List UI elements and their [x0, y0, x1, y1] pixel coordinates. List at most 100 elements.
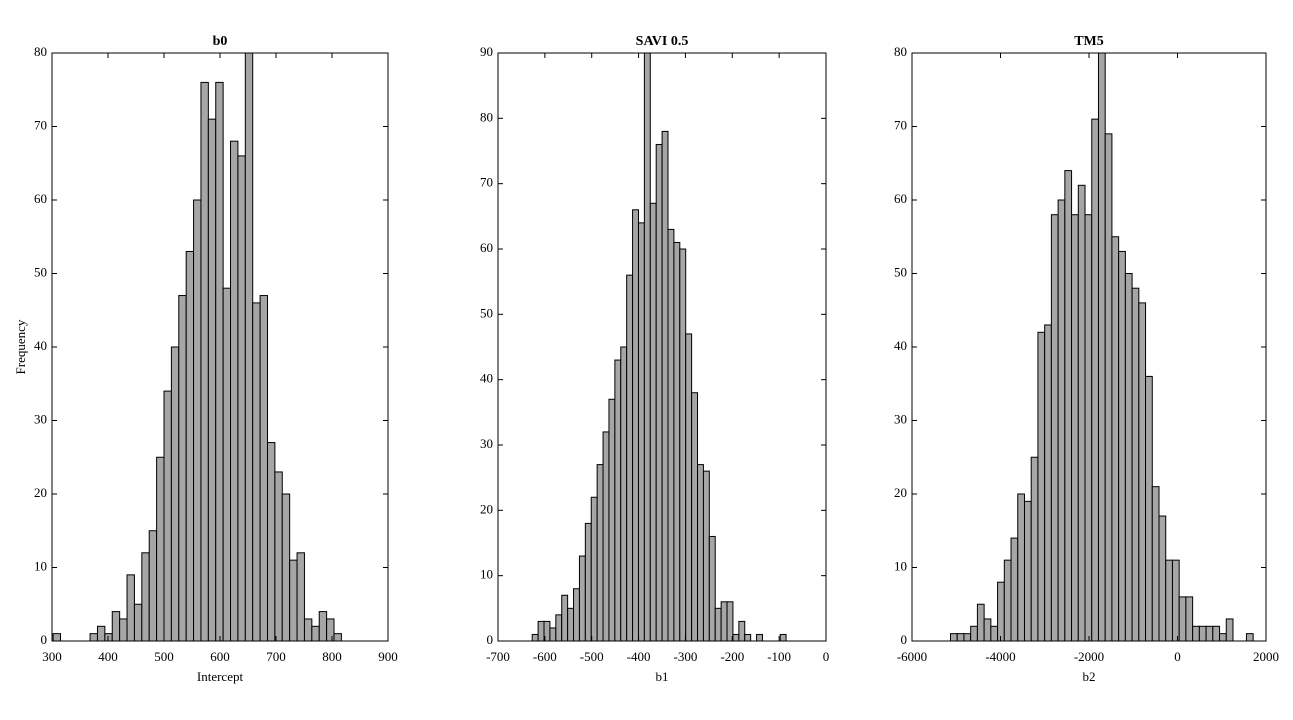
bar [1138, 302, 1147, 642]
bar [193, 199, 202, 642]
bar [1050, 214, 1059, 642]
x-tick-label: -4000 [985, 649, 1015, 664]
y-tick-label: 40 [34, 338, 47, 353]
bar [620, 346, 628, 642]
bar [626, 274, 634, 642]
y-tick-label: 20 [34, 485, 47, 500]
y-tick-label: 70 [480, 175, 493, 190]
bar [578, 555, 586, 642]
bar [326, 618, 335, 642]
y-tick-label: 0 [901, 632, 908, 647]
bar [274, 471, 283, 642]
bar [163, 390, 172, 642]
bar [1030, 456, 1039, 642]
bar [632, 209, 639, 642]
x-axis-label: Intercept [197, 669, 244, 684]
bar [170, 346, 180, 642]
x-tick-label: 700 [266, 649, 286, 664]
y-tick-label: 60 [480, 240, 493, 255]
y-tick-label: 30 [894, 411, 907, 426]
bar [949, 633, 958, 642]
bar [126, 574, 135, 642]
y-tick-label: 0 [41, 632, 48, 647]
x-tick-label: 0 [823, 649, 830, 664]
bar [215, 81, 224, 642]
bar [1131, 287, 1140, 642]
x-tick-label: 800 [322, 649, 342, 664]
bar [1151, 486, 1160, 642]
bar [141, 552, 150, 642]
y-tick-label: 40 [480, 371, 493, 386]
y-tick-label: 50 [894, 264, 907, 279]
x-axis-label: b1 [656, 669, 669, 684]
bar [1071, 214, 1079, 642]
bar [673, 241, 681, 642]
y-axis-label: Frequency [13, 319, 28, 374]
y-tick-label: 20 [480, 501, 493, 516]
x-tick-label: -200 [720, 649, 744, 664]
bar [685, 333, 693, 642]
bar [708, 535, 716, 642]
y-tick-label: 80 [480, 109, 493, 124]
bar [697, 464, 704, 642]
bar [1198, 625, 1207, 642]
bar [89, 633, 98, 642]
bar [96, 625, 106, 642]
bar [1212, 625, 1221, 642]
y-tick-label: 30 [34, 411, 47, 426]
bar [608, 398, 616, 642]
bar [970, 625, 978, 642]
bar [655, 143, 663, 642]
bar [1064, 170, 1073, 642]
bar [252, 302, 261, 642]
bar [289, 559, 298, 642]
bar [602, 431, 610, 642]
bar [1023, 500, 1032, 642]
x-tick-label: -700 [486, 649, 510, 664]
x-tick-label: -2000 [1074, 649, 1104, 664]
bar [259, 295, 268, 642]
bar [963, 633, 972, 642]
bar [1158, 515, 1167, 642]
bar [679, 248, 687, 642]
bar [561, 594, 569, 642]
bar [956, 633, 965, 642]
bar [296, 552, 305, 642]
bar [1192, 625, 1200, 642]
y-tick-label: 20 [894, 485, 907, 500]
x-tick-label: 0 [1174, 649, 1181, 664]
y-tick-label: 70 [894, 117, 907, 132]
bar [281, 493, 291, 642]
bar [1077, 184, 1086, 642]
y-tick-label: 40 [894, 338, 907, 353]
bar [596, 464, 604, 642]
bar [990, 625, 999, 642]
bar [661, 130, 669, 642]
bar [549, 627, 557, 642]
bar [590, 496, 598, 642]
plot-frame [497, 52, 827, 642]
y-tick-label: 80 [894, 44, 907, 59]
x-tick-label: -300 [674, 649, 698, 664]
x-tick-label: 900 [378, 649, 398, 664]
y-tick-label: 10 [480, 567, 493, 582]
y-tick-label: 70 [34, 117, 47, 132]
bar [1057, 199, 1066, 642]
bar [779, 633, 787, 642]
bar [691, 392, 699, 642]
bar [744, 633, 752, 642]
bar [318, 611, 328, 642]
bar [555, 614, 563, 642]
bar [1091, 118, 1099, 642]
bar [266, 442, 276, 642]
bar [133, 603, 143, 642]
bar [983, 618, 992, 642]
bar [200, 81, 209, 642]
x-tick-label: 2000 [1253, 649, 1279, 664]
bar [185, 250, 195, 642]
bar [52, 633, 62, 642]
bar [1124, 273, 1133, 642]
bar [573, 588, 580, 642]
